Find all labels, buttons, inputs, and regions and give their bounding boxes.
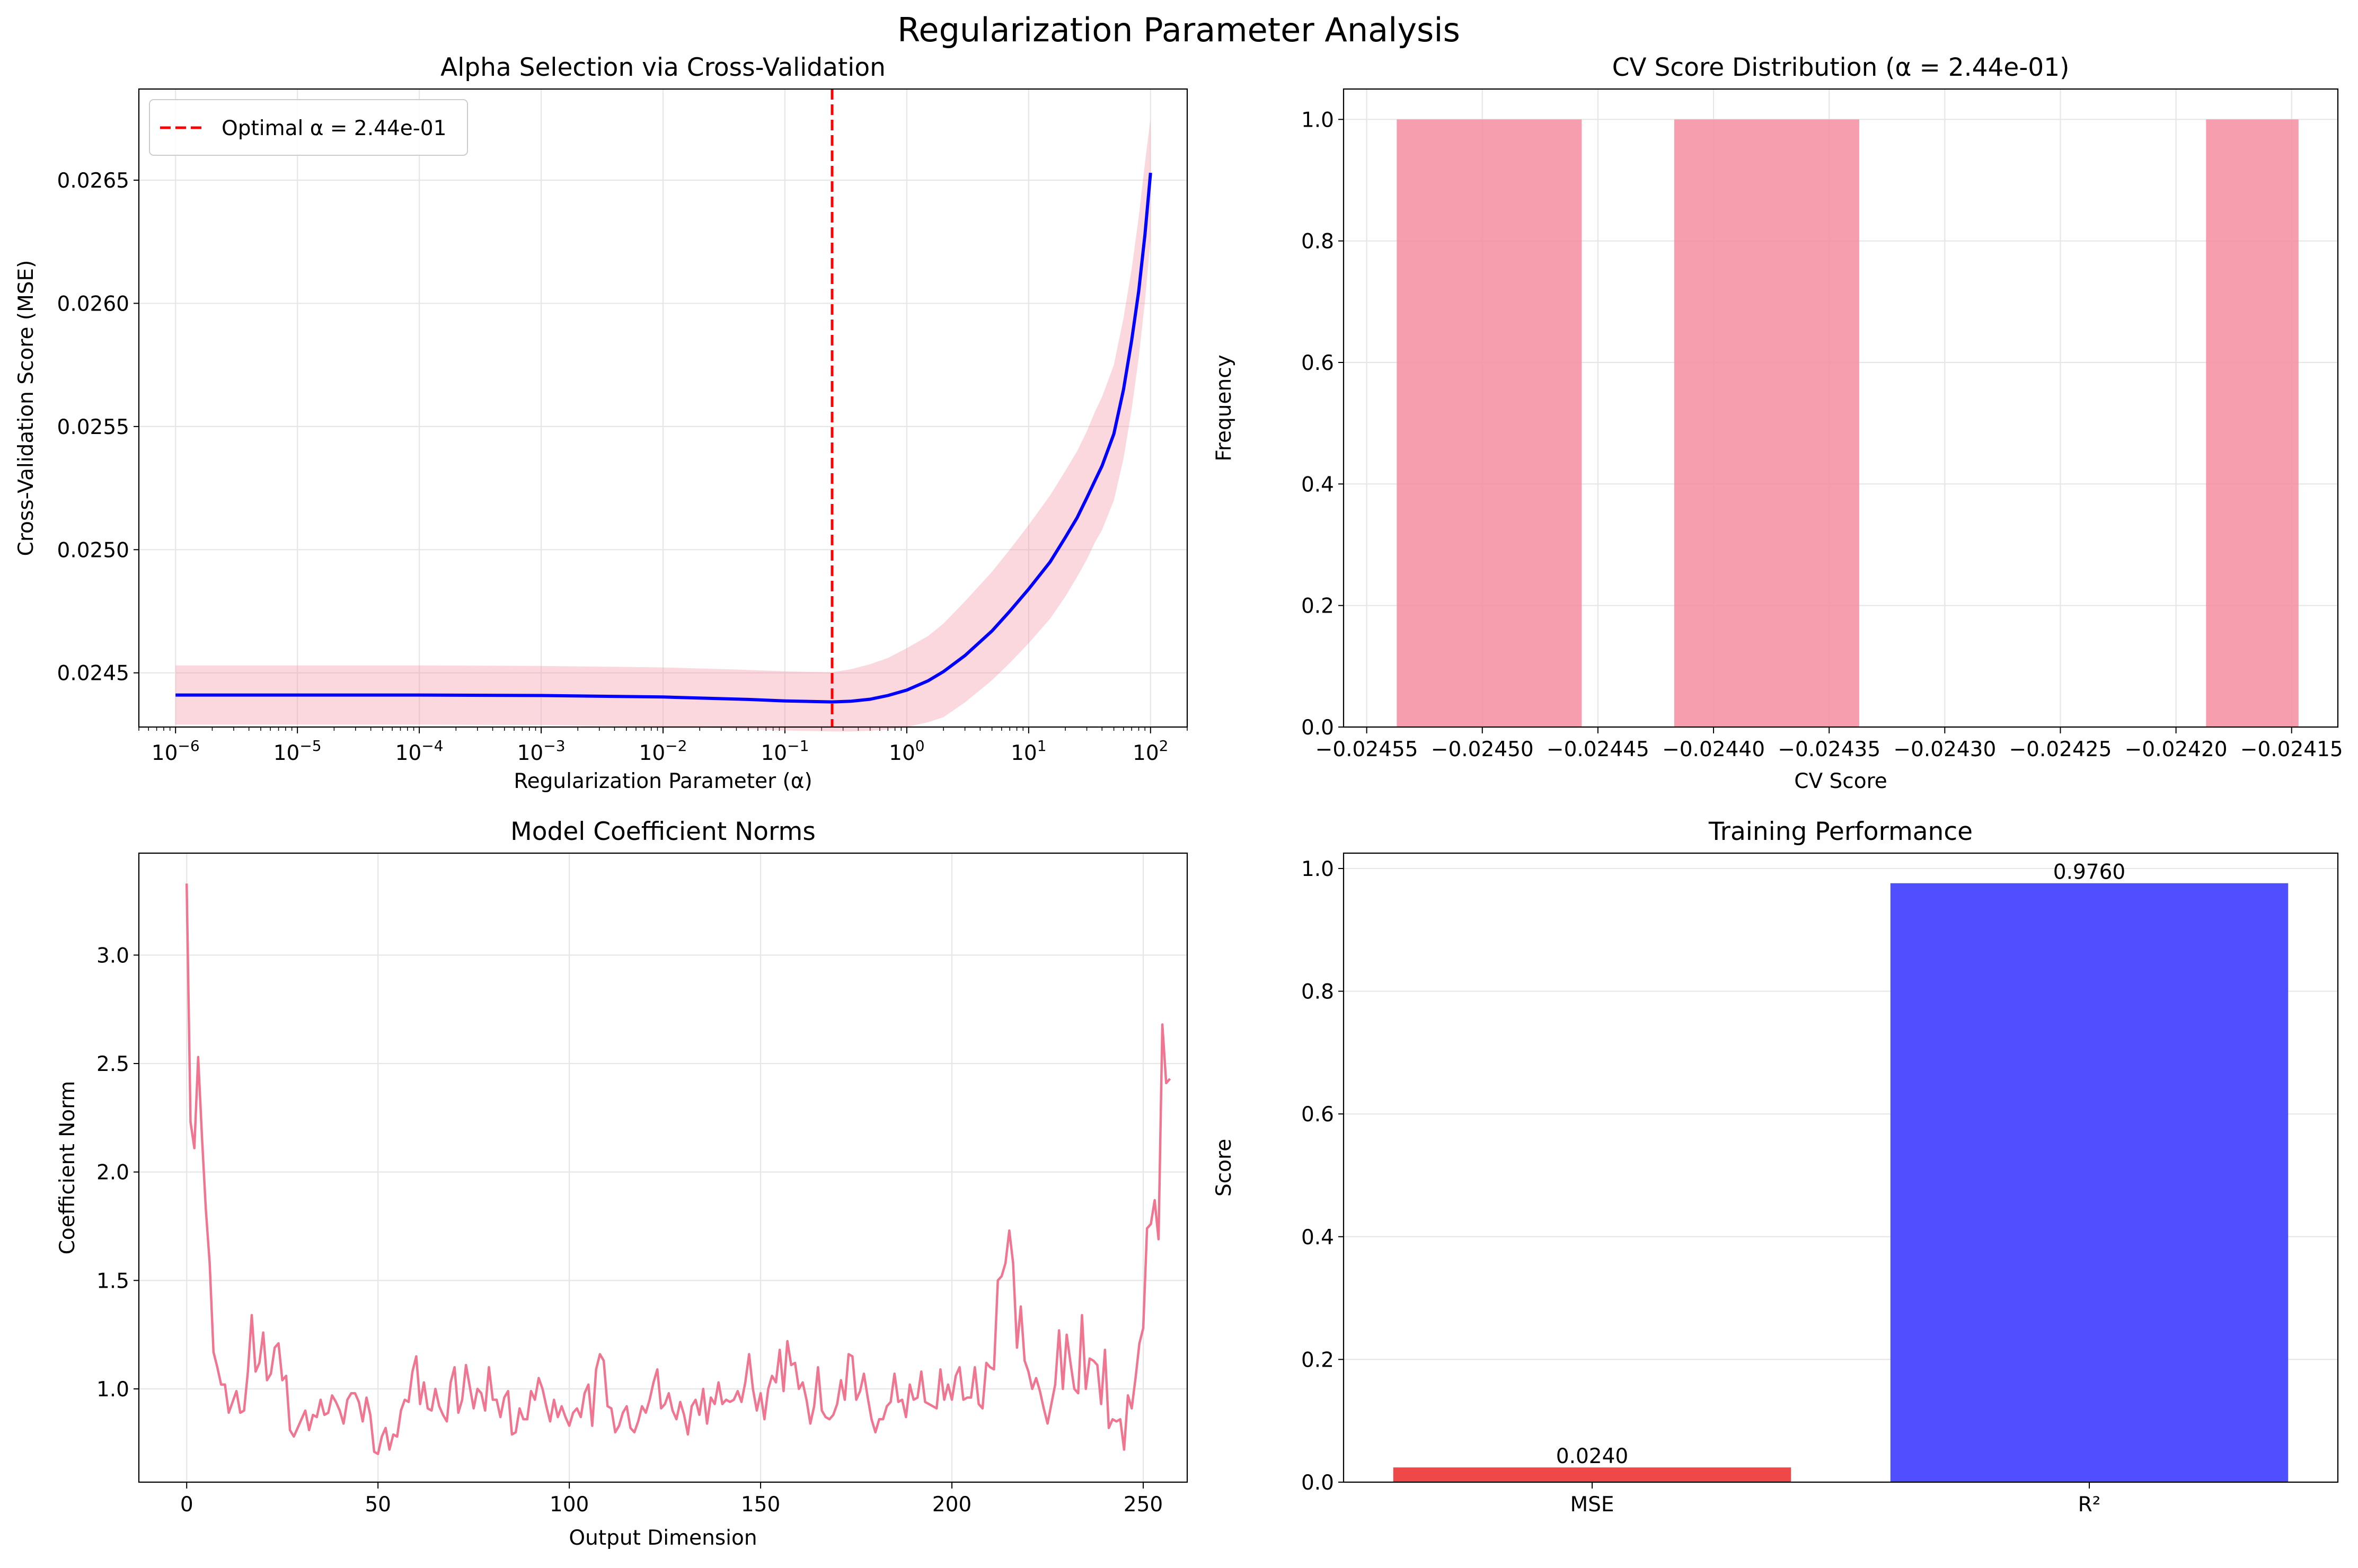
panel-1-xtick-label: −0.02445 — [1547, 738, 1649, 761]
panel-0-xtick-label: 10−4 — [395, 737, 444, 765]
legend-box — [149, 99, 468, 156]
panel-1-xtick-label: −0.02415 — [2240, 738, 2343, 761]
panel-1-ytick-label: 0.4 — [1301, 473, 1334, 497]
figure-suptitle: Regularization Parameter Analysis — [897, 11, 1460, 49]
panel-0-xtick-label: 10−2 — [639, 737, 687, 765]
panel-3-ylabel: Score — [1212, 1139, 1236, 1197]
panel-2-xtick-label: 100 — [550, 1493, 589, 1517]
panel-3-title: Training Performance — [1708, 817, 1973, 846]
panel-1-xlabel: CV Score — [1794, 769, 1887, 793]
panel-1-title: CV Score Distribution (α = 2.44e-01) — [1612, 53, 2070, 82]
panel-1-xtick-label: −0.02440 — [1662, 738, 1765, 761]
panel-0-xtick-label: 100 — [889, 737, 924, 765]
panel-0-xtick-label: 10−5 — [273, 737, 322, 765]
panel-2-coef-norm-line — [185, 883, 1171, 1456]
panel-0-xtick-label: 10−1 — [761, 737, 809, 765]
panel-2-ytick-label: 1.0 — [96, 1378, 129, 1402]
panel-0-std-band — [175, 118, 1151, 732]
panel-0-title: Alpha Selection via Cross-Validation — [440, 53, 886, 82]
panel-2-xlabel: Output Dimension — [569, 1526, 757, 1550]
panel-0-xtick-label: 10−3 — [517, 737, 566, 765]
panel-1-xtick-label: −0.02435 — [1778, 738, 1880, 761]
panel-training-performance: Training Performance Score 0.0 0.2 0.4 0.6 0.8… — [1212, 817, 2339, 1517]
panel-0-ytick-label: 0.0250 — [57, 538, 129, 562]
panel-3-ytick-label: 0.6 — [1301, 1103, 1334, 1127]
panel-1-ytick-label: 0.2 — [1301, 595, 1334, 618]
panel-0-ytick-label: 0.0245 — [57, 662, 129, 686]
panel-2-ytick-label: 1.5 — [96, 1269, 129, 1293]
panel-2-title: Model Coefficient Norms — [510, 817, 816, 846]
panel-1-xtick-label: −0.02430 — [1893, 738, 1996, 761]
panel-0-ytick-label: 0.0265 — [57, 169, 129, 193]
panel-1-ytick-label: 0.6 — [1301, 351, 1334, 375]
panel-0-cv-score-line — [175, 172, 1152, 704]
panel-3-frame — [1343, 852, 2339, 1483]
panel-3-ytick-label: 0.0 — [1301, 1471, 1334, 1495]
panel-0-xtick-label: 101 — [1011, 737, 1046, 765]
panel-2-xtick-label: 250 — [1124, 1493, 1163, 1517]
panel-1-hist-bar-0 — [1397, 119, 1582, 727]
panel-3-bar-label-0: 0.0240 — [1556, 1445, 1628, 1468]
panel-2-xtick-label: 200 — [932, 1493, 972, 1517]
panel-2-ytick-label: 2.5 — [96, 1052, 129, 1076]
panel-2-xtick-label: 150 — [741, 1493, 780, 1517]
panel-3-bar-0 — [1393, 1467, 1791, 1482]
panel-3-xtick-label: R² — [2078, 1493, 2101, 1517]
panel-1-ytick-label: 0.8 — [1301, 230, 1334, 254]
panel-3-bar-1 — [1890, 883, 2289, 1482]
panel-1-xtick-label: −0.02425 — [2009, 738, 2112, 761]
panel-0-ylabel: Cross-Validation Score (MSE) — [14, 260, 38, 556]
panel-0-xtick-label: 102 — [1133, 737, 1168, 765]
panel-1-xtick-label: −0.02455 — [1315, 738, 1418, 761]
panel-0-frame — [138, 88, 1188, 728]
panel-3-bar-label-1: 0.9760 — [2053, 861, 2125, 884]
panel-1-ytick-label: 1.0 — [1301, 108, 1334, 132]
panel-3-ytick-label: 0.4 — [1301, 1226, 1334, 1250]
panel-2-xtick-label: 50 — [365, 1493, 391, 1517]
panel-2-ytick-label: 2.0 — [96, 1161, 129, 1185]
panel-cv-distribution: CV Score Distribution (α = 2.44e-01) CV S… — [1212, 53, 2343, 793]
panel-1-frame — [1343, 88, 2339, 728]
panel-1-hist-bar-1 — [1674, 119, 1859, 727]
panel-3-ytick-label: 0.8 — [1301, 980, 1334, 1004]
panel-1-xtick-label: −0.02450 — [1431, 738, 1534, 761]
panel-0-ytick-label: 0.0255 — [57, 415, 129, 439]
panel-2-ytick-label: 3.0 — [96, 944, 129, 968]
legend-entry-optimal: Optimal α = 2.44e-01 — [222, 117, 446, 140]
panel-2-frame — [138, 852, 1188, 1483]
panel-0-xtick-label: 10−6 — [152, 737, 200, 765]
panel-3-ytick-label: 1.0 — [1301, 857, 1334, 881]
panel-2-xtick-label: 0 — [180, 1493, 193, 1517]
panel-coefficient-norms: Model Coefficient Norms Output Dimension C… — [56, 817, 1188, 1550]
panel-3-ytick-label: 0.2 — [1301, 1348, 1334, 1372]
panel-0-legend: Optimal α = 2.44e-01 — [149, 99, 468, 156]
panel-0-ytick-label: 0.0260 — [57, 292, 129, 316]
panel-1-ytick-label: 0.0 — [1301, 716, 1334, 740]
panel-2-ylabel: Coefficient Norm — [56, 1081, 80, 1255]
panel-1-ylabel: Frequency — [1212, 355, 1236, 461]
panel-1-xtick-label: −0.02420 — [2125, 738, 2228, 761]
panel-alpha-selection: Alpha Selection via Cross-Validation Regu… — [14, 53, 1188, 793]
panel-1-hist-bar-2 — [2206, 119, 2299, 727]
panel-0-xlabel: Regularization Parameter (α) — [514, 769, 812, 793]
panel-3-xtick-label: MSE — [1570, 1493, 1614, 1517]
